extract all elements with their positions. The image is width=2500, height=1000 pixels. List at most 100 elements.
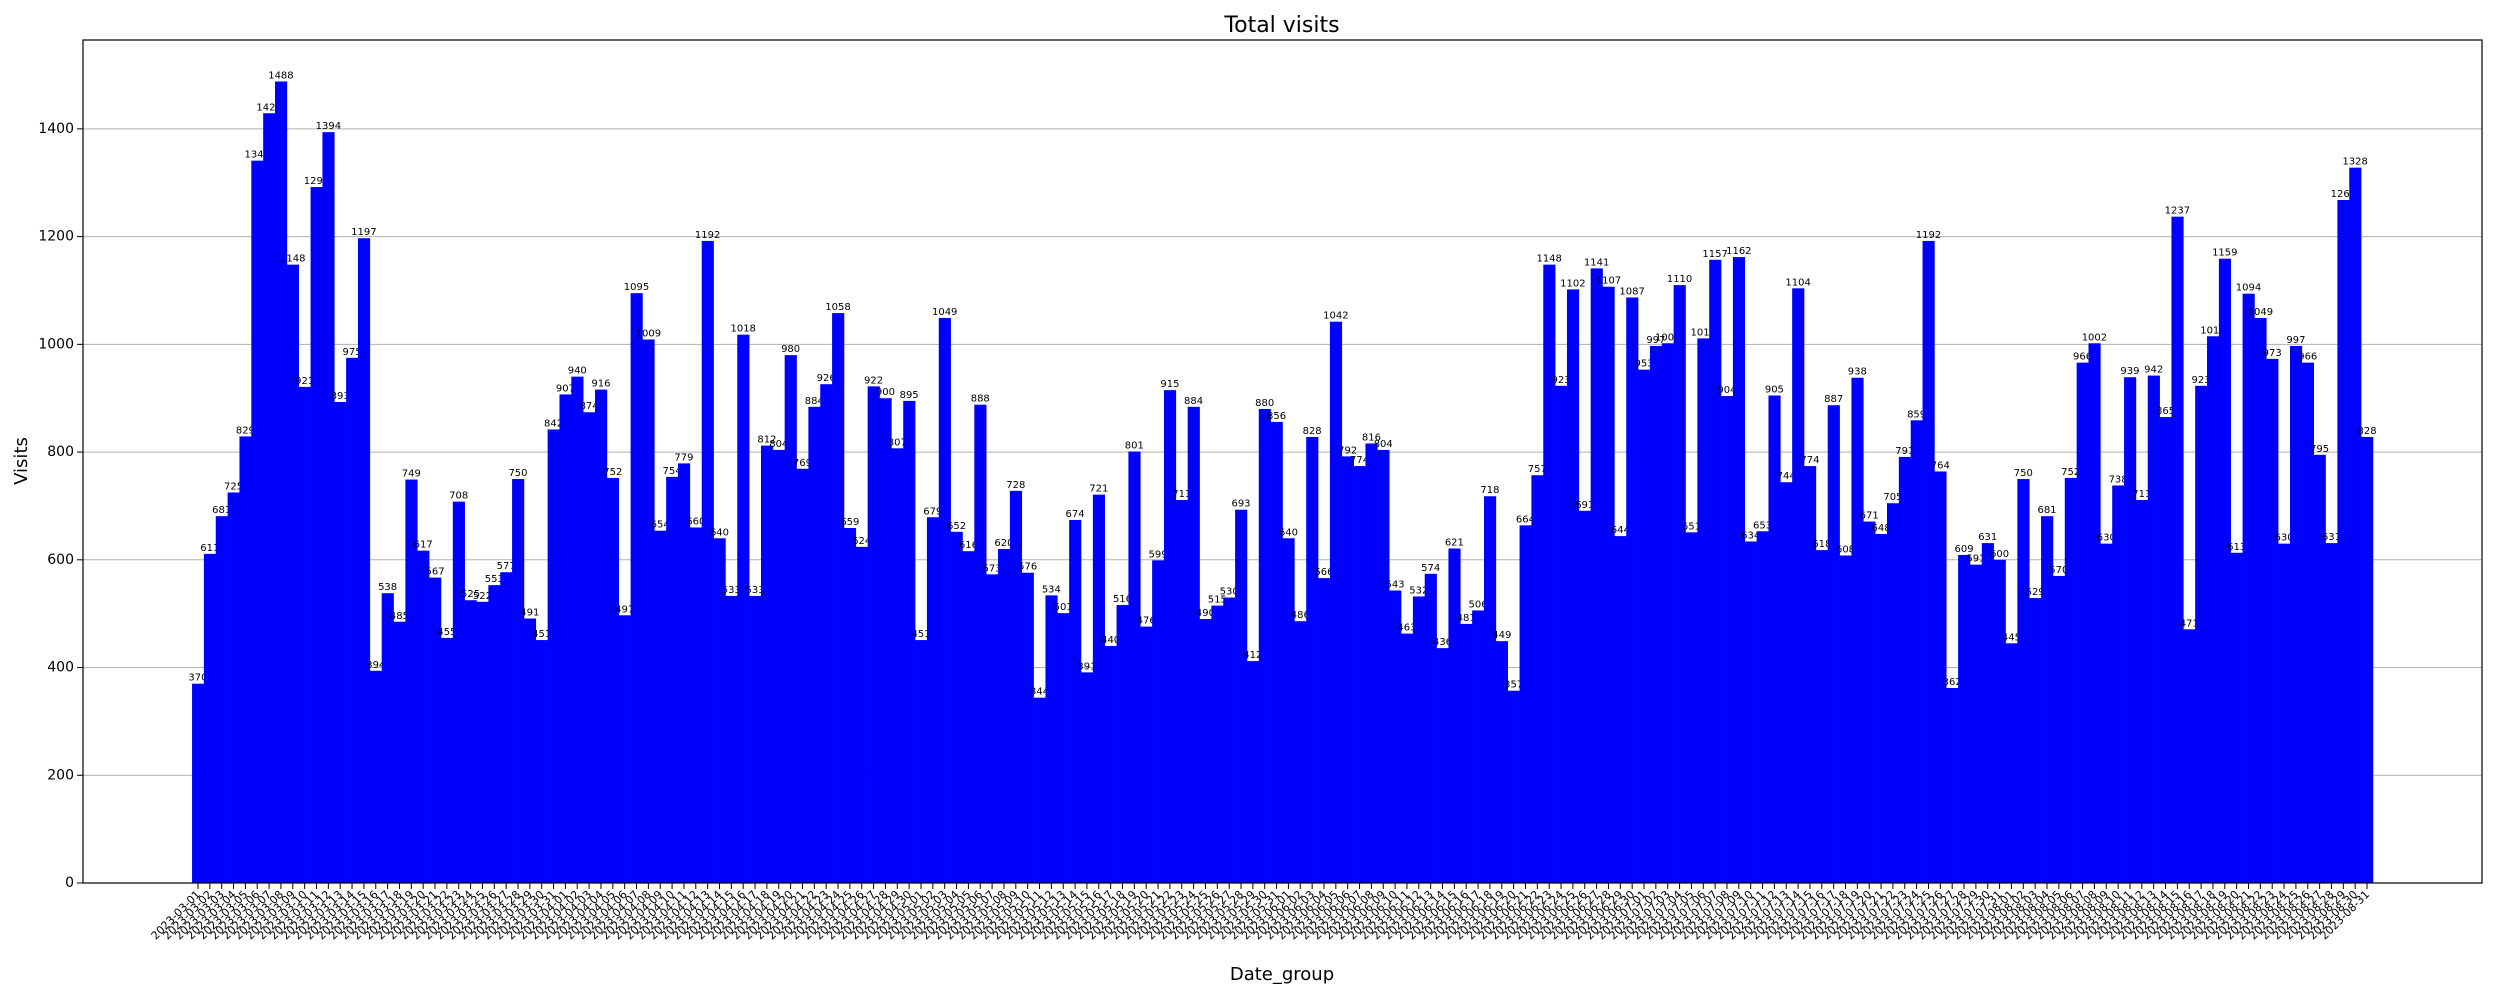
value-label: 490 <box>1196 608 1215 619</box>
bar <box>879 398 892 883</box>
value-label: 966 <box>2073 352 2092 363</box>
bar <box>1863 521 1876 883</box>
bar <box>1116 605 1129 883</box>
bar <box>2076 362 2089 883</box>
bar <box>1128 451 1141 883</box>
value-label: 1058 <box>825 302 850 313</box>
bar <box>749 595 762 883</box>
value-label: 671 <box>1860 511 1879 522</box>
value-label: 654 <box>651 520 670 531</box>
bar <box>334 401 347 883</box>
bar <box>974 404 987 883</box>
value-label: 640 <box>710 527 729 538</box>
bar <box>547 429 560 883</box>
bar <box>1412 596 1426 883</box>
value-label: 718 <box>1480 485 1499 496</box>
bar <box>310 187 323 883</box>
value-label: 795 <box>2310 444 2329 455</box>
value-label: 634 <box>1741 530 1760 541</box>
bar <box>843 528 857 883</box>
value-label: 624 <box>852 536 871 547</box>
value-label: 1107 <box>1596 276 1621 287</box>
value-label: 1328 <box>2342 157 2367 168</box>
bar <box>1638 369 1651 883</box>
value-label: 752 <box>603 467 622 478</box>
bar <box>1697 338 1710 883</box>
value-label: 754 <box>663 466 682 477</box>
value-label: 522 <box>473 591 492 602</box>
value-label: 631 <box>1978 532 1997 543</box>
value-label: 451 <box>911 629 930 640</box>
bar <box>1578 510 1591 883</box>
bar <box>405 479 418 883</box>
value-label: 1087 <box>1619 286 1644 297</box>
bar <box>2218 258 2232 884</box>
value-label: 842 <box>544 418 563 429</box>
bar <box>1555 385 1568 883</box>
value-label: 534 <box>1042 584 1061 595</box>
value-label: 939 <box>2120 366 2139 377</box>
value-label: 608 <box>1836 544 1855 555</box>
value-label: 895 <box>900 390 919 401</box>
y-axis-label: Visits <box>11 437 32 485</box>
value-label: 591 <box>1966 554 1985 565</box>
value-label: 975 <box>343 347 362 358</box>
bar <box>1329 321 1343 883</box>
bar <box>2159 417 2172 883</box>
bar <box>1934 471 1947 883</box>
bar <box>2254 317 2267 883</box>
value-label: 1292 <box>304 176 329 187</box>
value-label: 1049 <box>2248 307 2273 318</box>
value-label: 515 <box>1208 595 1227 606</box>
bar <box>760 445 774 883</box>
value-label: 884 <box>1184 396 1203 407</box>
value-label: 1159 <box>2212 248 2237 259</box>
value-label: 481 <box>1457 613 1476 624</box>
chart-title: Total visits <box>1223 13 1339 38</box>
bar <box>701 240 714 883</box>
bar <box>1424 573 1437 883</box>
value-label: 631 <box>2322 532 2341 543</box>
bar <box>346 357 359 883</box>
bar <box>2147 375 2160 883</box>
value-label: 621 <box>1445 537 1464 548</box>
value-label: 449 <box>1492 630 1511 641</box>
bar <box>1792 288 1805 883</box>
bar <box>1104 645 1117 883</box>
bar <box>772 449 785 883</box>
value-label: 577 <box>497 561 516 572</box>
bar <box>357 238 371 883</box>
bar <box>689 527 703 883</box>
value-label: 553 <box>485 574 504 585</box>
value-label: 681 <box>2037 505 2056 516</box>
bar <box>2337 199 2350 884</box>
bar <box>1910 420 1923 883</box>
value-label: 609 <box>1954 544 1973 555</box>
bar <box>2100 543 2113 883</box>
value-label: 801 <box>1125 441 1144 452</box>
bar <box>1804 466 1817 883</box>
bar <box>1566 289 1580 884</box>
value-label: 630 <box>2097 533 2116 544</box>
value-label: 828 <box>1303 426 1322 437</box>
bar <box>998 549 1011 883</box>
bar <box>606 477 620 883</box>
bar <box>583 412 596 883</box>
value-label: 1002 <box>1655 332 1680 343</box>
bar <box>1294 621 1307 883</box>
value-label: 769 <box>793 458 812 469</box>
bar <box>630 293 643 884</box>
value-label: 1429 <box>256 102 281 113</box>
bar <box>1946 688 1959 883</box>
bar <box>678 463 691 883</box>
value-label: 792 <box>1338 445 1357 456</box>
value-label: 1095 <box>624 282 649 293</box>
bar <box>1958 554 1971 883</box>
bar <box>1626 297 1639 883</box>
bar <box>1744 541 1757 883</box>
value-label: 953 <box>1634 359 1653 370</box>
bar <box>429 577 442 883</box>
value-label: 791 <box>1895 446 1914 457</box>
bar <box>2349 167 2362 883</box>
bar <box>523 618 537 883</box>
